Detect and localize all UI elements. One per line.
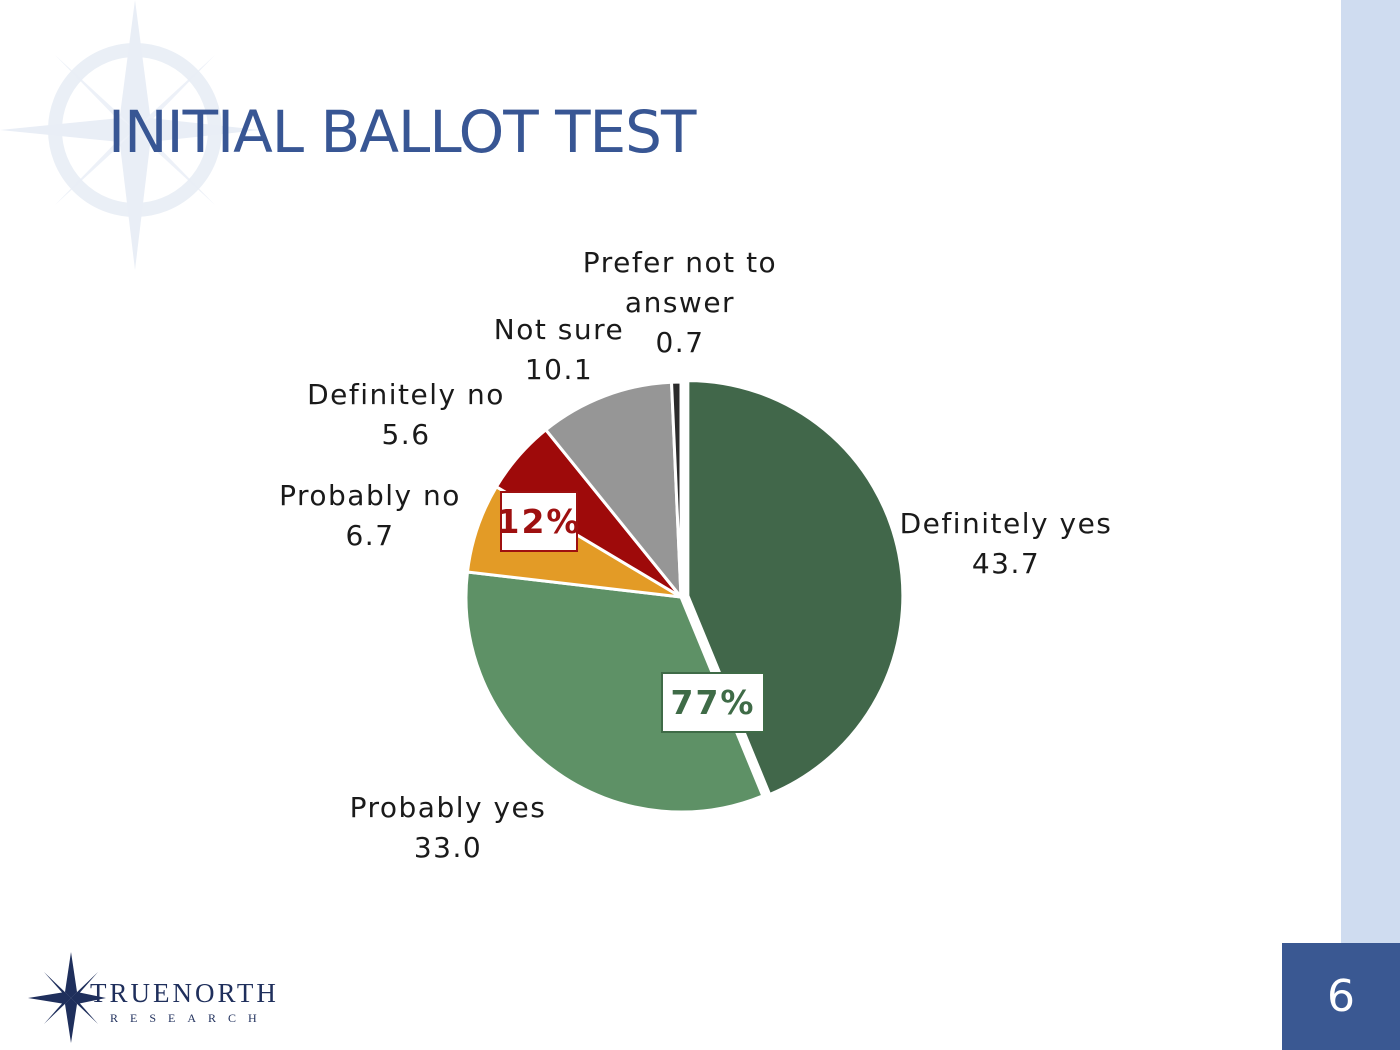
pie-label-definitely-yes: Definitely yes 43.7 (900, 507, 1113, 580)
page-number-box: 6 (1282, 943, 1400, 1050)
pie-slices (464, 379, 905, 814)
ballot-pie-chart: Definitely yes 43.7 Probably yes 33.0 Probab… (279, 246, 1113, 864)
pie-label-definitely-no: Definitely no 5.6 (307, 378, 505, 451)
page-number: 6 (1327, 971, 1355, 1022)
compass-watermark-icon (0, 0, 260, 270)
pie-slice-not-sure (544, 380, 683, 599)
support-callout-text: 77% (671, 683, 756, 722)
pie-label-prefer-not-to-answer: Prefer not to answer 0.7 (583, 246, 777, 359)
logo-wordmark: TRUENORTH (90, 978, 279, 1008)
pie-slice-probably-yes (464, 570, 765, 814)
pie-label-probably-no: Probably no 6.7 (279, 479, 461, 552)
logo-subtitle: RESEARCH (110, 1011, 269, 1025)
pie-label-probably-yes: Probably yes 33.0 (350, 791, 547, 864)
oppose-callout-text: 12% (497, 502, 582, 541)
north-star-logo-icon (28, 952, 106, 1043)
oppose-callout: 12% (497, 491, 582, 552)
support-callout: 77% (661, 672, 765, 733)
pie-labels: Definitely yes 43.7 Probably yes 33.0 Probab… (279, 246, 1113, 864)
side-band (1341, 0, 1400, 1050)
slide-title: INITIAL BALLOT TEST (108, 98, 696, 166)
pie-slice-prefer-not-to-answer (670, 380, 683, 599)
pie-label-not-sure: Not sure 10.1 (494, 313, 624, 386)
